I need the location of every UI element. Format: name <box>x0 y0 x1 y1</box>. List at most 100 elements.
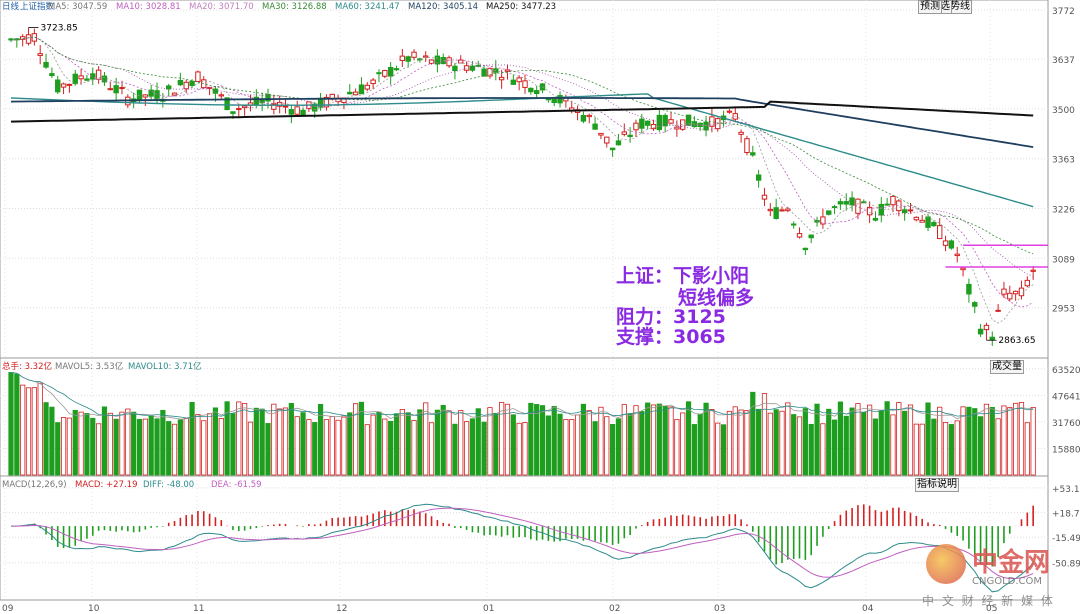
volume-bar <box>837 401 844 476</box>
volume-bar <box>569 419 575 476</box>
volume-bar <box>347 412 353 476</box>
volume-bar <box>8 372 14 476</box>
volume-bar <box>20 384 26 476</box>
volume-bar <box>907 404 914 476</box>
main-legend-item-2: MA5: 3047.59 <box>48 2 107 12</box>
candle-body <box>639 118 645 129</box>
candle-body <box>300 109 306 116</box>
candle-body <box>276 101 283 107</box>
candle-body <box>604 136 610 144</box>
candle-body <box>1024 279 1031 287</box>
volume-bar <box>621 404 627 476</box>
candle-body <box>977 328 984 335</box>
volume-bar <box>557 413 563 476</box>
volume-bar <box>551 406 557 476</box>
volume-bar <box>884 401 890 476</box>
candle-body <box>90 73 96 80</box>
x-tick-2: 11 <box>193 604 204 614</box>
volume-bar <box>995 418 1001 476</box>
candle-body <box>913 216 920 221</box>
candle-body <box>621 131 627 135</box>
candle-body <box>230 111 236 114</box>
vol-legend-item-2: MAVOL10: 3.71亿 <box>128 361 202 372</box>
candle-body <box>779 209 785 212</box>
toolbar-button-tb-macd-2[interactable]: 指标说明 <box>915 478 959 492</box>
volume-bar <box>25 387 32 476</box>
candle-body <box>948 240 955 249</box>
candle-body <box>960 267 966 271</box>
volume-bar <box>201 420 207 476</box>
candle-body <box>890 195 896 206</box>
volume-bar <box>779 410 785 476</box>
watermark-logo-icon <box>926 544 966 584</box>
candle-body <box>113 85 119 94</box>
volume-bar <box>563 419 569 476</box>
volume-bar <box>423 402 429 476</box>
volume-bar <box>738 409 744 476</box>
volume-bar <box>650 404 657 476</box>
candle-body <box>680 119 686 130</box>
toolbar-button-tb-vol-0[interactable]: 成交量 <box>990 360 1024 374</box>
volume-bar <box>761 393 768 476</box>
main-y-tick-1: 3637 <box>1052 56 1075 66</box>
candle-body <box>878 203 884 216</box>
candle-body <box>925 216 931 228</box>
volume-bar <box>376 411 382 476</box>
volume-bar <box>890 414 896 476</box>
macd-y-tick-0: +53.12 <box>1052 485 1080 495</box>
main-legend-item-3: MA10: 3028.81 <box>116 2 181 12</box>
vol-y-tick-0: 63520 <box>1052 366 1080 376</box>
volume-bar <box>72 409 78 476</box>
candle-body <box>84 78 90 81</box>
candle-body <box>189 80 195 87</box>
candle-body <box>726 110 733 113</box>
volume-bar <box>405 412 411 476</box>
candle-body <box>376 72 382 75</box>
candle-body <box>843 201 849 205</box>
candle-body <box>633 122 639 131</box>
volume-bar <box>14 373 20 476</box>
candle-body <box>119 87 125 90</box>
candle-body <box>393 68 400 71</box>
volume-bar <box>253 407 259 476</box>
candle-body <box>796 233 803 238</box>
main-legend-item-8: MA250: 3477.23 <box>486 2 556 12</box>
volume-bar <box>49 406 55 476</box>
volume-bar <box>499 402 505 476</box>
ma120-line <box>10 97 1034 148</box>
volume-bar <box>615 418 622 476</box>
volume-bar <box>417 409 423 476</box>
candle-body <box>317 97 324 108</box>
volume-bar <box>715 422 721 476</box>
volume-bar <box>125 408 131 476</box>
candle-body <box>399 55 406 61</box>
candle-body <box>387 66 394 77</box>
volume-bar <box>744 410 750 476</box>
volume-bar <box>90 417 96 476</box>
volume-panel <box>8 372 1036 476</box>
candle-body <box>557 95 563 104</box>
candle-body <box>826 210 832 215</box>
volume-bar <box>242 403 248 476</box>
volume-bar <box>469 418 476 476</box>
volume-bar <box>388 420 394 476</box>
volume-bar <box>329 416 335 476</box>
vol-y-tick-3: 15880 <box>1052 445 1080 455</box>
volume-bar <box>335 419 341 476</box>
vol-legend-item-0: 总手: 3.32亿 <box>2 361 52 372</box>
candle-body <box>1018 287 1025 297</box>
candle-body <box>481 68 487 77</box>
volume-bar <box>726 410 733 476</box>
candle-body <box>884 203 890 206</box>
volume-bar <box>177 419 183 476</box>
candle-body <box>510 79 517 85</box>
candle-body <box>434 55 441 65</box>
toolbar-button-tb-main-4[interactable]: 预测 <box>918 0 942 14</box>
volume-bar <box>370 414 376 476</box>
volume-bar <box>265 423 271 476</box>
volume-bar <box>434 409 440 476</box>
macd-legend-item-2: DIFF: -48.00 <box>143 480 194 490</box>
volume-bar <box>393 413 400 476</box>
x-tick-4: 01 <box>483 604 494 614</box>
